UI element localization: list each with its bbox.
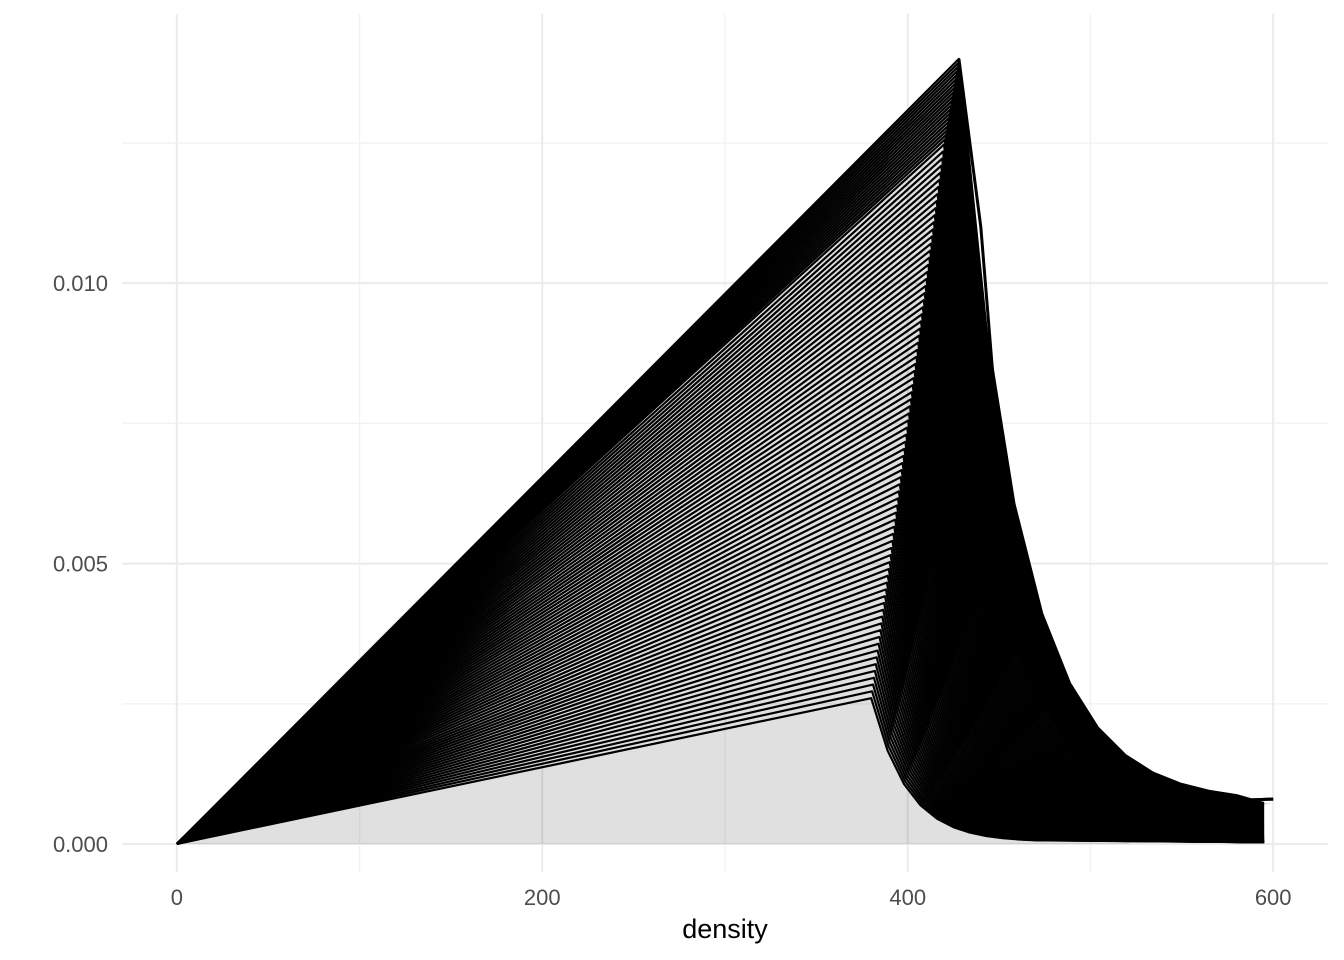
- series-line: [176, 171, 1265, 845]
- x-axis-title: density: [682, 914, 768, 944]
- axis-layer: 0 200 400 600 0.000 0.005 0.010: [53, 271, 1292, 910]
- x-tick-label: 200: [524, 885, 561, 910]
- series-line: [176, 143, 1265, 845]
- series-layer: [176, 57, 1274, 846]
- dense-region: [176, 58, 1274, 844]
- series-line: [176, 57, 1265, 845]
- tail-line: [1126, 797, 1274, 807]
- y-tick-label: 0.010: [53, 271, 108, 296]
- series-line: [176, 199, 1265, 845]
- y-tick-label: 0.000: [53, 832, 108, 857]
- x-tick-label: 0: [171, 885, 183, 910]
- series-line: [176, 66, 1265, 845]
- series-line: [176, 83, 1265, 845]
- y-tick-label: 0.005: [53, 552, 108, 577]
- x-tick-label: 600: [1255, 885, 1292, 910]
- series-line: [176, 79, 1265, 845]
- series-line: [176, 185, 1265, 845]
- series-line: [176, 70, 1265, 845]
- series-line: [176, 87, 1265, 845]
- x-tick-label: 400: [889, 885, 926, 910]
- series-line: [176, 96, 1265, 845]
- series-line: [176, 91, 1265, 845]
- series-line: [176, 134, 1265, 845]
- series-line: [176, 108, 1265, 845]
- series-line: [176, 150, 1265, 845]
- series-line: [176, 138, 1265, 845]
- series-line: [176, 192, 1265, 845]
- series-line: [176, 178, 1265, 845]
- series-line: [176, 62, 1265, 845]
- series-line: [176, 164, 1265, 845]
- series-line: [176, 74, 1265, 845]
- decay-envelope-line: [957, 58, 1274, 807]
- series-line: [176, 157, 1265, 845]
